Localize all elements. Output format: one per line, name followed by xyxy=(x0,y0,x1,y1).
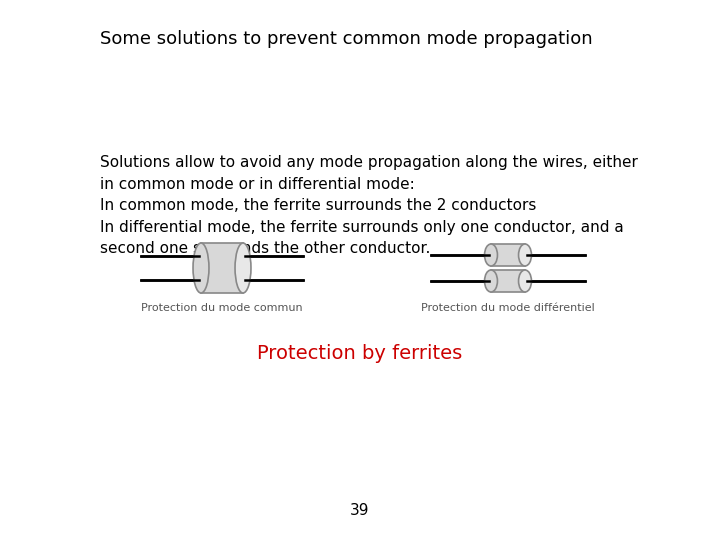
Bar xyxy=(201,243,243,293)
Ellipse shape xyxy=(485,270,498,292)
Text: 39: 39 xyxy=(350,503,370,518)
Ellipse shape xyxy=(518,270,531,292)
Text: Protection by ferrites: Protection by ferrites xyxy=(257,344,463,363)
Bar xyxy=(491,270,525,292)
Ellipse shape xyxy=(485,244,498,266)
Text: Protection du mode différentiel: Protection du mode différentiel xyxy=(421,303,595,313)
Text: Some solutions to prevent common mode propagation: Some solutions to prevent common mode pr… xyxy=(100,30,593,48)
Text: Solutions allow to avoid any mode propagation along the wires, either
in common : Solutions allow to avoid any mode propag… xyxy=(100,155,638,256)
Ellipse shape xyxy=(193,243,209,293)
Bar xyxy=(491,244,525,266)
Ellipse shape xyxy=(518,244,531,266)
Ellipse shape xyxy=(235,243,251,293)
Text: Protection du mode commun: Protection du mode commun xyxy=(141,303,303,313)
